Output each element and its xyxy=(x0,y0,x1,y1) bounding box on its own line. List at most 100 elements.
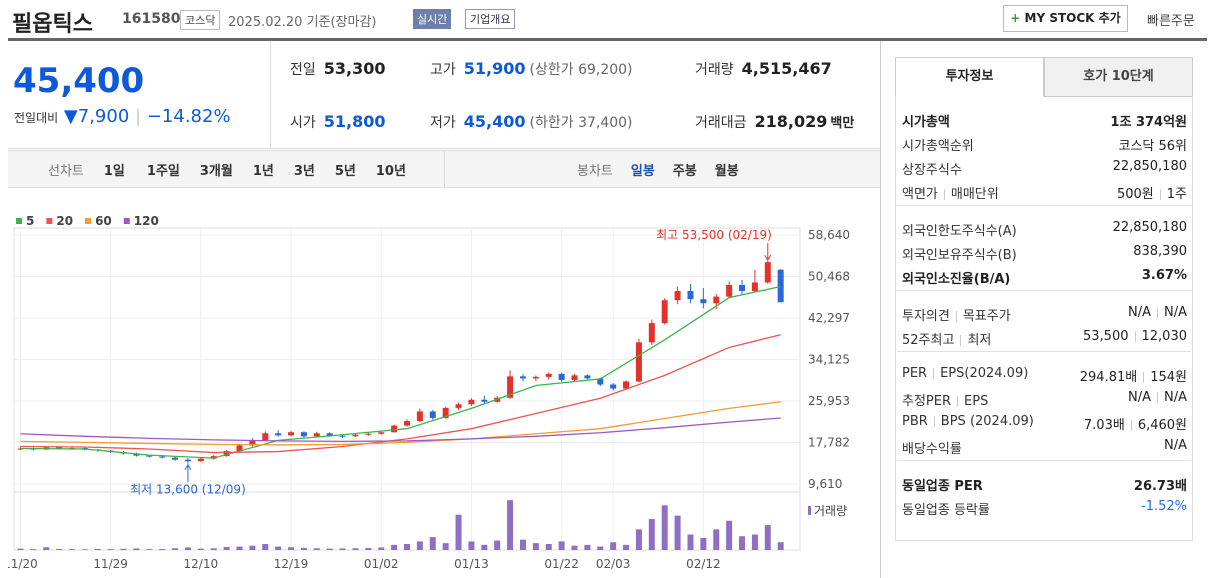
volume-bar xyxy=(610,542,617,550)
info-value: 22,850,180 xyxy=(1113,159,1187,174)
info-value: 500원 1주 xyxy=(1117,183,1187,202)
info-tab[interactable]: 투자정보 xyxy=(895,57,1044,97)
value-part: 7.03배 xyxy=(1083,418,1125,433)
separator xyxy=(1157,392,1158,403)
period-button[interactable]: 1년 xyxy=(252,164,274,179)
candle-body xyxy=(468,399,475,405)
volume-bar xyxy=(249,545,256,550)
period-button[interactable]: 1일 xyxy=(103,164,125,179)
candle-body xyxy=(416,411,423,422)
legend-label: 60 xyxy=(95,214,112,228)
candle-body xyxy=(159,456,166,458)
label-part: 목표주가 xyxy=(962,309,1011,324)
candle-body xyxy=(326,433,333,436)
info-label: 배당수익률 xyxy=(902,438,962,457)
label-part: PBR xyxy=(902,414,928,429)
separator xyxy=(1134,331,1136,342)
value-part: 26.73배 xyxy=(1133,479,1187,494)
period-button[interactable]: 10년 xyxy=(375,164,406,179)
x-tick-label: 12/10 xyxy=(184,557,219,571)
label-part: EPS xyxy=(964,394,989,409)
quick-order[interactable]: 빠른주문 xyxy=(1147,14,1195,29)
separator xyxy=(1143,372,1145,383)
period-button[interactable]: 일봉 xyxy=(630,164,655,179)
value-part: N/A xyxy=(1164,438,1187,453)
period-button[interactable]: 5년 xyxy=(334,164,356,179)
quote-label: 저가 xyxy=(430,115,456,131)
candle-body xyxy=(223,451,230,457)
quote-value: 53,300 xyxy=(323,59,386,78)
annotation-label: 최고 53,500 (02/19) xyxy=(656,228,772,242)
candle-body xyxy=(661,300,668,324)
period-button[interactable]: 3개월 xyxy=(199,164,233,179)
volume-bar xyxy=(571,545,578,550)
candle-body xyxy=(700,299,707,304)
info-label: 동일업종 등락률 xyxy=(902,499,990,518)
candle-body xyxy=(275,433,282,436)
info-label: 동일업종 PER xyxy=(902,475,983,494)
volume-bar xyxy=(687,534,694,550)
mystock-button[interactable]: + MY STOCK 추가 xyxy=(1003,5,1128,32)
plus-icon: + xyxy=(1010,11,1025,25)
candle-body xyxy=(558,373,565,380)
line-periods: 선차트 1일 1주일 3개월 1년 3년 5년 10년 xyxy=(48,160,426,179)
volume-bar xyxy=(262,543,269,550)
volume-bar xyxy=(146,549,153,550)
candle-body xyxy=(623,381,630,389)
info-label: 추정PER EPS xyxy=(902,390,988,409)
quote-note: (상한가 69,200) xyxy=(529,62,633,78)
candle-body xyxy=(648,323,655,343)
label-part: 최저 xyxy=(967,333,992,348)
volume-bar xyxy=(313,548,320,550)
volume-bar xyxy=(236,546,243,550)
info-value: N/A xyxy=(1164,438,1187,453)
volume-bar xyxy=(404,543,410,550)
candle-body xyxy=(339,435,346,437)
candle-body xyxy=(236,445,243,452)
info-label: 액면가 매매단위 xyxy=(902,183,999,202)
period-button[interactable]: 주봉 xyxy=(672,164,697,179)
candle-body xyxy=(751,282,758,292)
ma-line xyxy=(20,401,781,446)
candle-body xyxy=(584,375,591,379)
label-part: 외국인소진율(B/A) xyxy=(902,272,1011,287)
info-frame xyxy=(895,96,1193,541)
volume-bar xyxy=(558,541,565,550)
label-part: 배당수익률 xyxy=(902,442,962,457)
value-part: 22,850,180 xyxy=(1112,220,1187,235)
volume-bar xyxy=(764,525,771,550)
volume-bar xyxy=(739,536,746,550)
period-button[interactable]: 월봉 xyxy=(714,164,739,179)
group-divider xyxy=(897,205,1191,206)
value-part: 22,850,180 xyxy=(1112,159,1187,174)
volume-bar xyxy=(339,548,346,550)
date: 2025.02.20 기준(장마감) xyxy=(228,15,377,30)
candle-body xyxy=(249,440,256,446)
quote-label: 시가 xyxy=(290,115,316,131)
candle-body xyxy=(455,404,462,408)
value-part: 6,460원 xyxy=(1137,418,1187,433)
change-rate: −14.82% xyxy=(146,106,231,127)
info-label: PBR BPS (2024.09) xyxy=(902,414,1034,429)
realtime-button[interactable]: 실시간 xyxy=(413,9,452,29)
quote-unit: 백만 xyxy=(830,116,855,131)
candle-body xyxy=(674,291,681,301)
candle-body xyxy=(519,376,526,379)
annotation-label: 최저 13,600 (12/09) xyxy=(130,483,246,497)
group-divider xyxy=(897,351,1191,352)
info-tab[interactable]: 호가 10단계 xyxy=(1044,57,1193,97)
change-label: 전일대비 xyxy=(14,111,59,125)
mystock-label: MY STOCK 추가 xyxy=(1024,11,1121,25)
info-label: 시가총액 xyxy=(902,111,950,130)
legend-swatch xyxy=(16,218,22,224)
period-button[interactable]: 1주일 xyxy=(146,164,180,179)
info-value: 294.81배 154원 xyxy=(1080,366,1187,385)
value-part: N/A xyxy=(1128,390,1151,405)
period-button[interactable]: 3년 xyxy=(293,164,315,179)
toolbar-divider xyxy=(444,150,445,188)
label-part: 매매단위 xyxy=(950,187,999,202)
quote-item: 고가 51,900 (상한가 69,200) xyxy=(430,59,633,79)
x-tick-label: 12/19 xyxy=(274,557,309,571)
company-button[interactable]: 기업개요 xyxy=(465,9,516,29)
volume-bar xyxy=(43,547,50,550)
